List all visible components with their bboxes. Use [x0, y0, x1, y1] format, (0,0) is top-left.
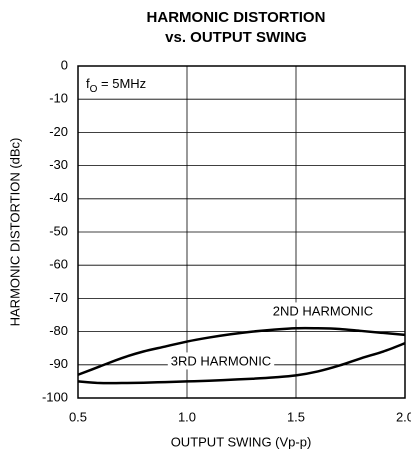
annotation-subscript: O: [90, 84, 98, 95]
chart-title: HARMONIC DISTORTION: [147, 9, 326, 26]
series-label: 2ND HARMONIC: [273, 303, 373, 318]
y-tick-label: -20: [49, 124, 68, 139]
y-axis-label: HARMONIC DISTORTION (dBc): [7, 138, 22, 327]
series-label-bg: [167, 352, 275, 370]
annotation-text: = 5MHz: [97, 76, 146, 91]
y-tick-label: -40: [49, 190, 68, 205]
y-tick-label: -30: [49, 157, 68, 172]
series-label-bg: [269, 302, 377, 320]
annotation: fO = 5MHz: [86, 76, 146, 94]
y-tick-label: -100: [42, 389, 68, 404]
x-tick-label: 1.5: [287, 409, 305, 424]
x-tick-label: 2.0: [396, 409, 411, 424]
y-tick-label: -50: [49, 223, 68, 238]
x-tick-label: 0.5: [69, 409, 87, 424]
annotation-symbol: f: [86, 76, 90, 91]
x-axis-label: OUTPUT SWING (Vp-p): [171, 434, 312, 449]
y-tick-label: -70: [49, 290, 68, 305]
y-tick-label: -80: [49, 323, 68, 338]
x-tick-label: 1.0: [178, 409, 196, 424]
plot-frame: [77, 65, 406, 399]
y-tick-label: -60: [49, 257, 68, 272]
series-line: [77, 342, 406, 385]
y-tick-label: 0: [61, 57, 68, 72]
series-label: 3RD HARMONIC: [171, 353, 271, 368]
chart-subtitle: vs. OUTPUT SWING: [165, 29, 307, 46]
series-line: [77, 326, 406, 376]
y-tick-label: -10: [49, 91, 68, 106]
y-tick-label: -90: [49, 356, 68, 371]
